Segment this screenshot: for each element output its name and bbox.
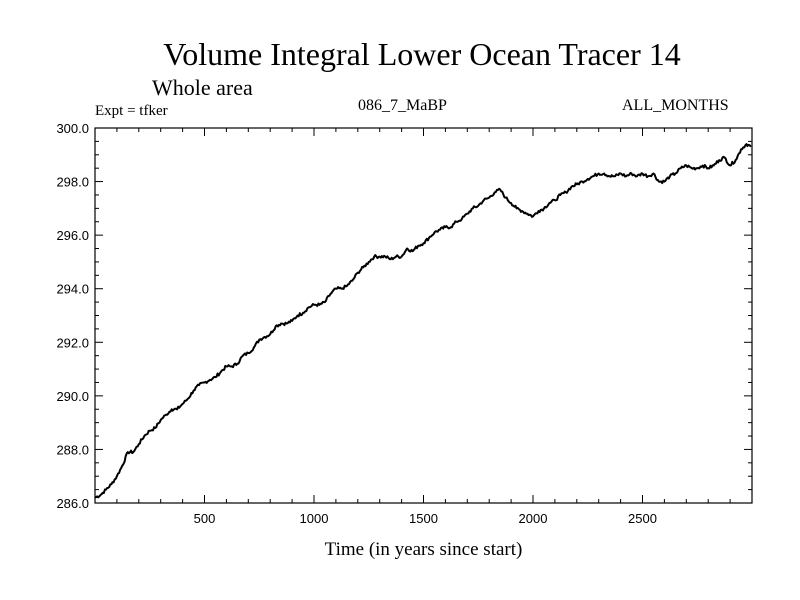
- series-line: [94, 143, 752, 499]
- plot-frame: [94, 127, 753, 504]
- x-axis-label: Time (in years since start): [324, 539, 523, 560]
- x-tick-label: 2500: [628, 511, 657, 526]
- period-label: ALL_MONTHS: [622, 97, 729, 114]
- y-tick-label: 290.0: [56, 389, 89, 404]
- chart-title: Volume Integral Lower Ocean Tracer 14: [163, 36, 681, 72]
- y-tick-label: 298.0: [56, 175, 89, 190]
- axis-ticks: [95, 128, 752, 503]
- y-tick-label: 292.0: [56, 335, 89, 350]
- chart-subtitle: Whole area: [152, 75, 253, 100]
- x-tick-label: 2000: [519, 511, 548, 526]
- x-tick-label: 1000: [300, 511, 329, 526]
- x-tick-label: 1500: [409, 511, 438, 526]
- axis-tick-labels: 500 1000 1500 2000 2500 286.0 288.0 290.0 292.0 2…: [56, 121, 657, 526]
- y-tick-label: 300.0: [56, 121, 89, 136]
- experiment-label: Expt = tfker: [95, 103, 168, 119]
- y-tick-label: 296.0: [56, 228, 89, 243]
- x-tick-label: 500: [194, 511, 216, 526]
- y-tick-label: 286.0: [56, 496, 89, 511]
- y-tick-label: 294.0: [56, 282, 89, 297]
- run-label: 086_7_MaBP: [358, 97, 447, 114]
- y-tick-label: 288.0: [56, 442, 89, 457]
